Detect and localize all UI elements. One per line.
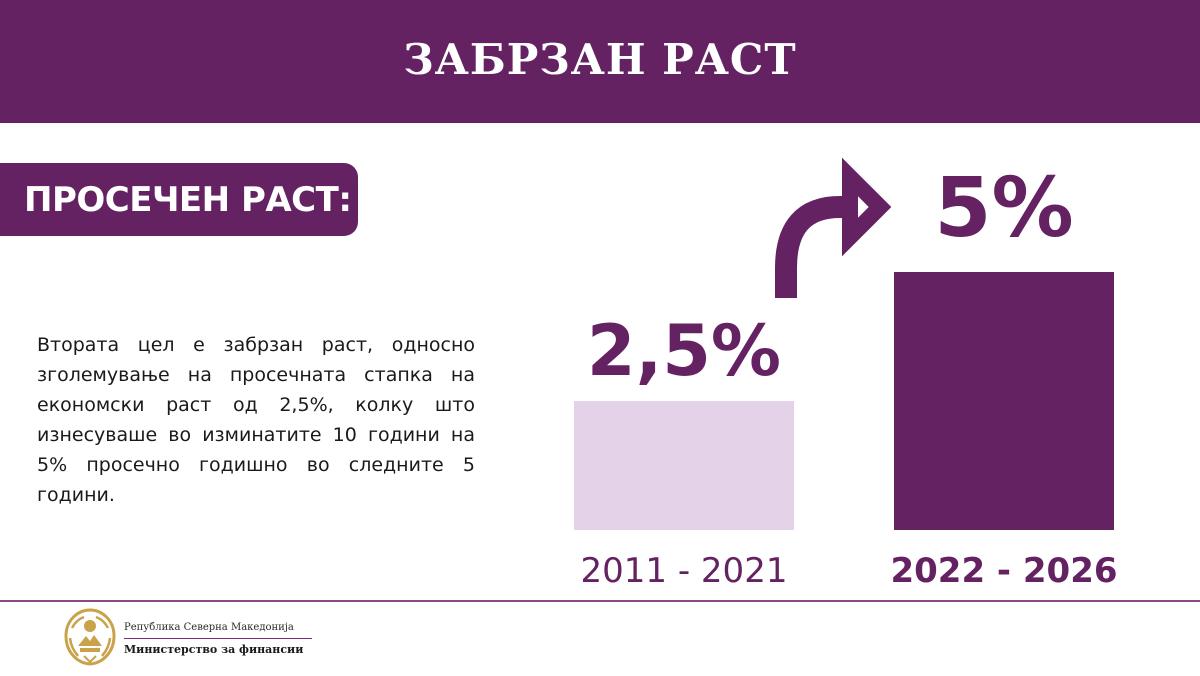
average-growth-label: ПРОСЕЧЕН РАСТ: <box>0 163 358 236</box>
top-banner: ЗАБРЗАН РАСТ <box>0 0 1200 123</box>
footer-republic: Република Северна Македонија <box>124 622 294 633</box>
curved-arrow-head <box>842 157 892 257</box>
category-label-2011-2021: 2011 - 2021 <box>581 551 788 591</box>
data-label-2011-2021: 2,5% <box>587 310 781 392</box>
bar-2011-2021 <box>574 401 794 530</box>
bar-2022-2026 <box>894 272 1114 530</box>
growth-bar-chart: 2,5% 2011 - 2021 5% 2022 - 2026 <box>574 157 1118 591</box>
average-growth-label-text: ПРОСЕЧЕН РАСТ: <box>24 179 352 220</box>
curved-arrow-icon <box>775 196 855 298</box>
coat-of-arms-icon <box>64 608 116 666</box>
bottom-rule <box>0 600 1200 602</box>
page-title: ЗАБРЗАН РАСТ <box>403 35 797 84</box>
category-label-2022-2026: 2022 - 2026 <box>890 551 1117 591</box>
footer-ministry: Министерство за финансии <box>124 643 304 656</box>
footer-divider <box>124 638 312 639</box>
data-label-2022-2026: 5% <box>934 161 1073 256</box>
description-text: Втората цел е забрзан раст, односно згол… <box>37 334 475 506</box>
